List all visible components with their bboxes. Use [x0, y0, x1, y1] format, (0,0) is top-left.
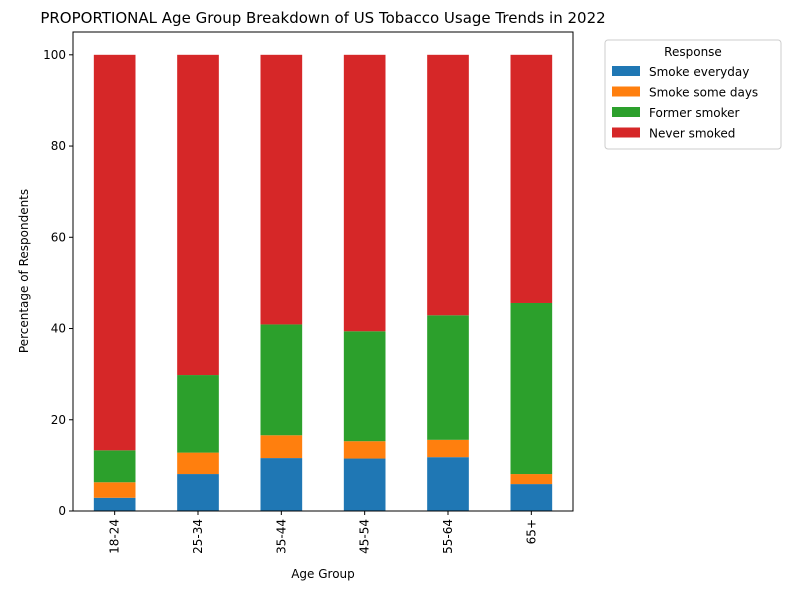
bar-35-44-series-3	[260, 54, 303, 325]
x-tick-label: 65+	[524, 519, 538, 544]
bar-35-44-series-0	[260, 458, 303, 511]
legend-label: Never smoked	[649, 127, 735, 141]
y-axis-label: Percentage of Respondents	[17, 189, 31, 353]
plot-frame	[72, 31, 574, 512]
x-axis-label: Age Group	[291, 567, 355, 581]
bar-18-24-series-0	[93, 497, 136, 511]
legend-items: Smoke everyday Smoke some days Former smok…	[612, 65, 758, 141]
legend-swatch	[612, 127, 640, 138]
bar-45-54-series-0	[343, 458, 386, 511]
bar-18-24-series-3	[93, 54, 136, 451]
bar-65+-series-3	[510, 54, 553, 303]
x-tick-label: 55-64	[441, 519, 455, 554]
y-tick-label: 80	[51, 139, 66, 153]
bar-25-34-series-3	[177, 54, 219, 376]
bars-group	[93, 54, 553, 511]
bar-45-54-series-3	[343, 54, 386, 332]
bar-65+-series-1	[510, 474, 553, 485]
bar-55-64-series-1	[427, 439, 469, 458]
bar-65+-series-0	[510, 484, 553, 511]
x-tick-label: 45-54	[358, 519, 372, 554]
legend-label: Smoke some days	[649, 86, 758, 100]
y-tick-label: 40	[51, 322, 66, 336]
legend-label: Former smoker	[649, 106, 740, 120]
bar-65+-series-2	[510, 302, 553, 475]
x-tick-label: 18-24	[108, 519, 122, 554]
bar-45-54-series-1	[343, 441, 386, 459]
bar-25-34-series-1	[177, 452, 219, 475]
legend-title: Response	[664, 45, 722, 59]
bar-55-64-series-0	[427, 457, 469, 511]
legend-swatch	[612, 107, 640, 117]
y-tick-label: 0	[58, 504, 66, 518]
legend-swatch	[612, 86, 640, 97]
bar-25-34-series-0	[177, 474, 219, 511]
bar-45-54-series-2	[343, 331, 386, 442]
bar-35-44-series-2	[260, 324, 303, 436]
x-tick-label: 35-44	[274, 519, 288, 554]
legend-swatch	[612, 66, 640, 76]
y-axis-ticks: 0 20 40 60 80 100	[43, 48, 73, 518]
bar-55-64-series-2	[427, 315, 469, 440]
chart-title: PROPORTIONAL Age Group Breakdown of US T…	[40, 9, 605, 27]
bar-55-64-series-3	[427, 54, 469, 316]
legend: Response Smoke everyday Smoke some days Fo…	[604, 39, 782, 150]
legend-box	[604, 39, 782, 150]
x-axis-ticks: 18-24 25-34 35-44 45-54 55-64 65+	[108, 511, 538, 554]
legend-label: Smoke everyday	[649, 65, 749, 79]
y-tick-label: 100	[43, 48, 66, 62]
bar-18-24-series-1	[93, 482, 136, 498]
bar-18-24-series-2	[93, 450, 136, 483]
bar-35-44-series-1	[260, 435, 303, 459]
y-tick-label: 60	[51, 230, 66, 244]
bar-25-34-series-2	[177, 375, 219, 453]
y-tick-label: 20	[51, 413, 66, 427]
x-tick-label: 25-34	[191, 519, 205, 554]
